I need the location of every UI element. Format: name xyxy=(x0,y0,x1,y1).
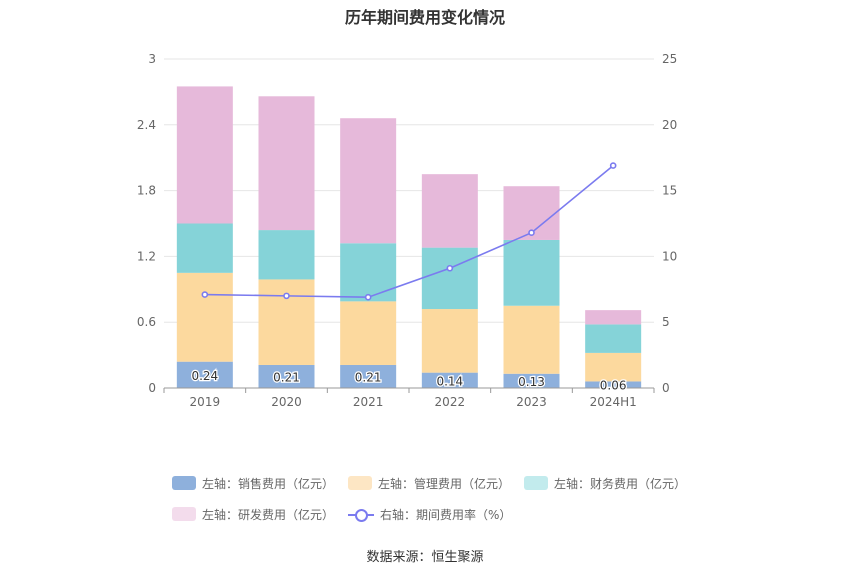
x-tick-label: 2020 xyxy=(271,395,302,409)
x-tick-label: 2024H1 xyxy=(590,395,637,409)
bar-segment xyxy=(421,372,478,388)
bar-segment xyxy=(585,352,642,382)
left-tick-label: 1.2 xyxy=(137,249,156,263)
bar-value-label: 0.21 xyxy=(355,370,382,384)
bar-segment xyxy=(340,301,397,365)
bar-segment xyxy=(258,279,315,365)
bar-segment xyxy=(258,364,315,388)
bars xyxy=(176,86,642,388)
bar-segment xyxy=(340,243,397,302)
bar-segment xyxy=(176,361,233,388)
legend: 左轴：销售费用（亿元） 左轴：管理费用（亿元） 左轴：财务费用（亿元） 左轴：研… xyxy=(172,472,692,534)
right-axis: 0 5 10 15 20 25 xyxy=(662,52,677,395)
right-tick-label: 25 xyxy=(662,52,677,66)
rate-point xyxy=(201,291,209,298)
x-tick-label: 2022 xyxy=(435,395,466,409)
bar-segment xyxy=(503,239,560,306)
legend-swatch-rate xyxy=(348,507,375,522)
legend-label-sales: 左轴：销售费用（亿元） xyxy=(202,476,335,491)
legend-item-rate[interactable]: 右轴：期间费用率（%） xyxy=(348,506,511,523)
bar-segment xyxy=(585,381,642,388)
bar-segment xyxy=(421,247,478,310)
x-tick-label: 2019 xyxy=(190,395,221,409)
bar-segment xyxy=(585,324,642,353)
bar-value-label: 0.06 xyxy=(600,379,627,393)
legend-item-admin[interactable]: 左轴：管理费用（亿元） xyxy=(348,475,510,492)
legend-swatch-finance xyxy=(524,476,549,490)
rate-point xyxy=(446,264,454,272)
legend-label-admin: 左轴：管理费用（亿元） xyxy=(378,476,511,491)
legend-label-rd: 左轴：研发费用（亿元） xyxy=(202,507,335,522)
bar-segment xyxy=(585,310,642,325)
bar-value-label: 0.24 xyxy=(191,369,218,383)
bar-value-label: 0.13 xyxy=(518,375,545,389)
bar-segment xyxy=(340,118,397,244)
bar-segment xyxy=(258,96,315,231)
right-tick-label: 5 xyxy=(662,315,670,329)
legend-swatch-rd xyxy=(172,507,196,521)
legend-label-finance: 左轴：财务费用（亿元） xyxy=(554,476,687,491)
rate-point xyxy=(609,162,617,169)
data-source: 数据来源：恒生聚源 xyxy=(366,550,484,565)
x-tick-label: 2021 xyxy=(353,395,384,409)
legend-swatch-admin xyxy=(348,476,373,490)
bar-value-label: 0.14 xyxy=(436,374,463,388)
bar-segment xyxy=(421,174,478,248)
bar-segment xyxy=(176,223,233,273)
right-tick-label: 15 xyxy=(662,184,677,198)
right-tick-label: 0 xyxy=(662,381,670,395)
left-tick-label: 0.6 xyxy=(137,315,156,329)
rate-point xyxy=(364,293,372,301)
bar-segment xyxy=(421,309,478,373)
legend-label-rate: 右轴：期间费用率（%） xyxy=(380,507,512,522)
bar-value-label: 0.21 xyxy=(273,370,300,384)
left-tick-label: 0 xyxy=(148,381,156,395)
legend-item-rd[interactable]: 左轴：研发费用（亿元） xyxy=(172,506,334,523)
left-tick-label: 1.8 xyxy=(137,184,156,198)
rate-line-path xyxy=(204,164,614,298)
grid-lines xyxy=(164,58,654,323)
legend-swatch-sales xyxy=(172,476,196,490)
legend-item-finance[interactable]: 左轴：财务费用（亿元） xyxy=(524,475,686,492)
legend-item-sales[interactable]: 左轴：销售费用（亿元） xyxy=(172,475,334,492)
right-tick-label: 10 xyxy=(662,249,677,263)
x-tick-label: 2023 xyxy=(516,395,547,409)
left-tick-label: 3 xyxy=(148,52,156,66)
right-tick-label: 20 xyxy=(662,118,677,132)
bar-segment xyxy=(340,364,397,388)
left-tick-label: 2.4 xyxy=(137,118,156,132)
rate-point xyxy=(283,292,290,300)
bar-segment xyxy=(503,373,560,388)
bar-segment xyxy=(258,230,315,280)
rate-line xyxy=(201,162,617,301)
chart-title: 历年期间费用变化情况 xyxy=(344,8,505,27)
bar-segment xyxy=(176,272,233,362)
x-axis: 2019 2020 2021 2022 2023 2024H1 xyxy=(163,387,655,409)
bar-labels: 0.24 0.21 0.21 0.14 0.13 0.06 xyxy=(190,368,628,394)
left-axis: 0 0.6 1.2 1.8 2.4 3 xyxy=(137,52,156,395)
bar-segment xyxy=(503,305,560,374)
rate-point xyxy=(528,229,535,237)
bar-segment xyxy=(176,86,233,224)
